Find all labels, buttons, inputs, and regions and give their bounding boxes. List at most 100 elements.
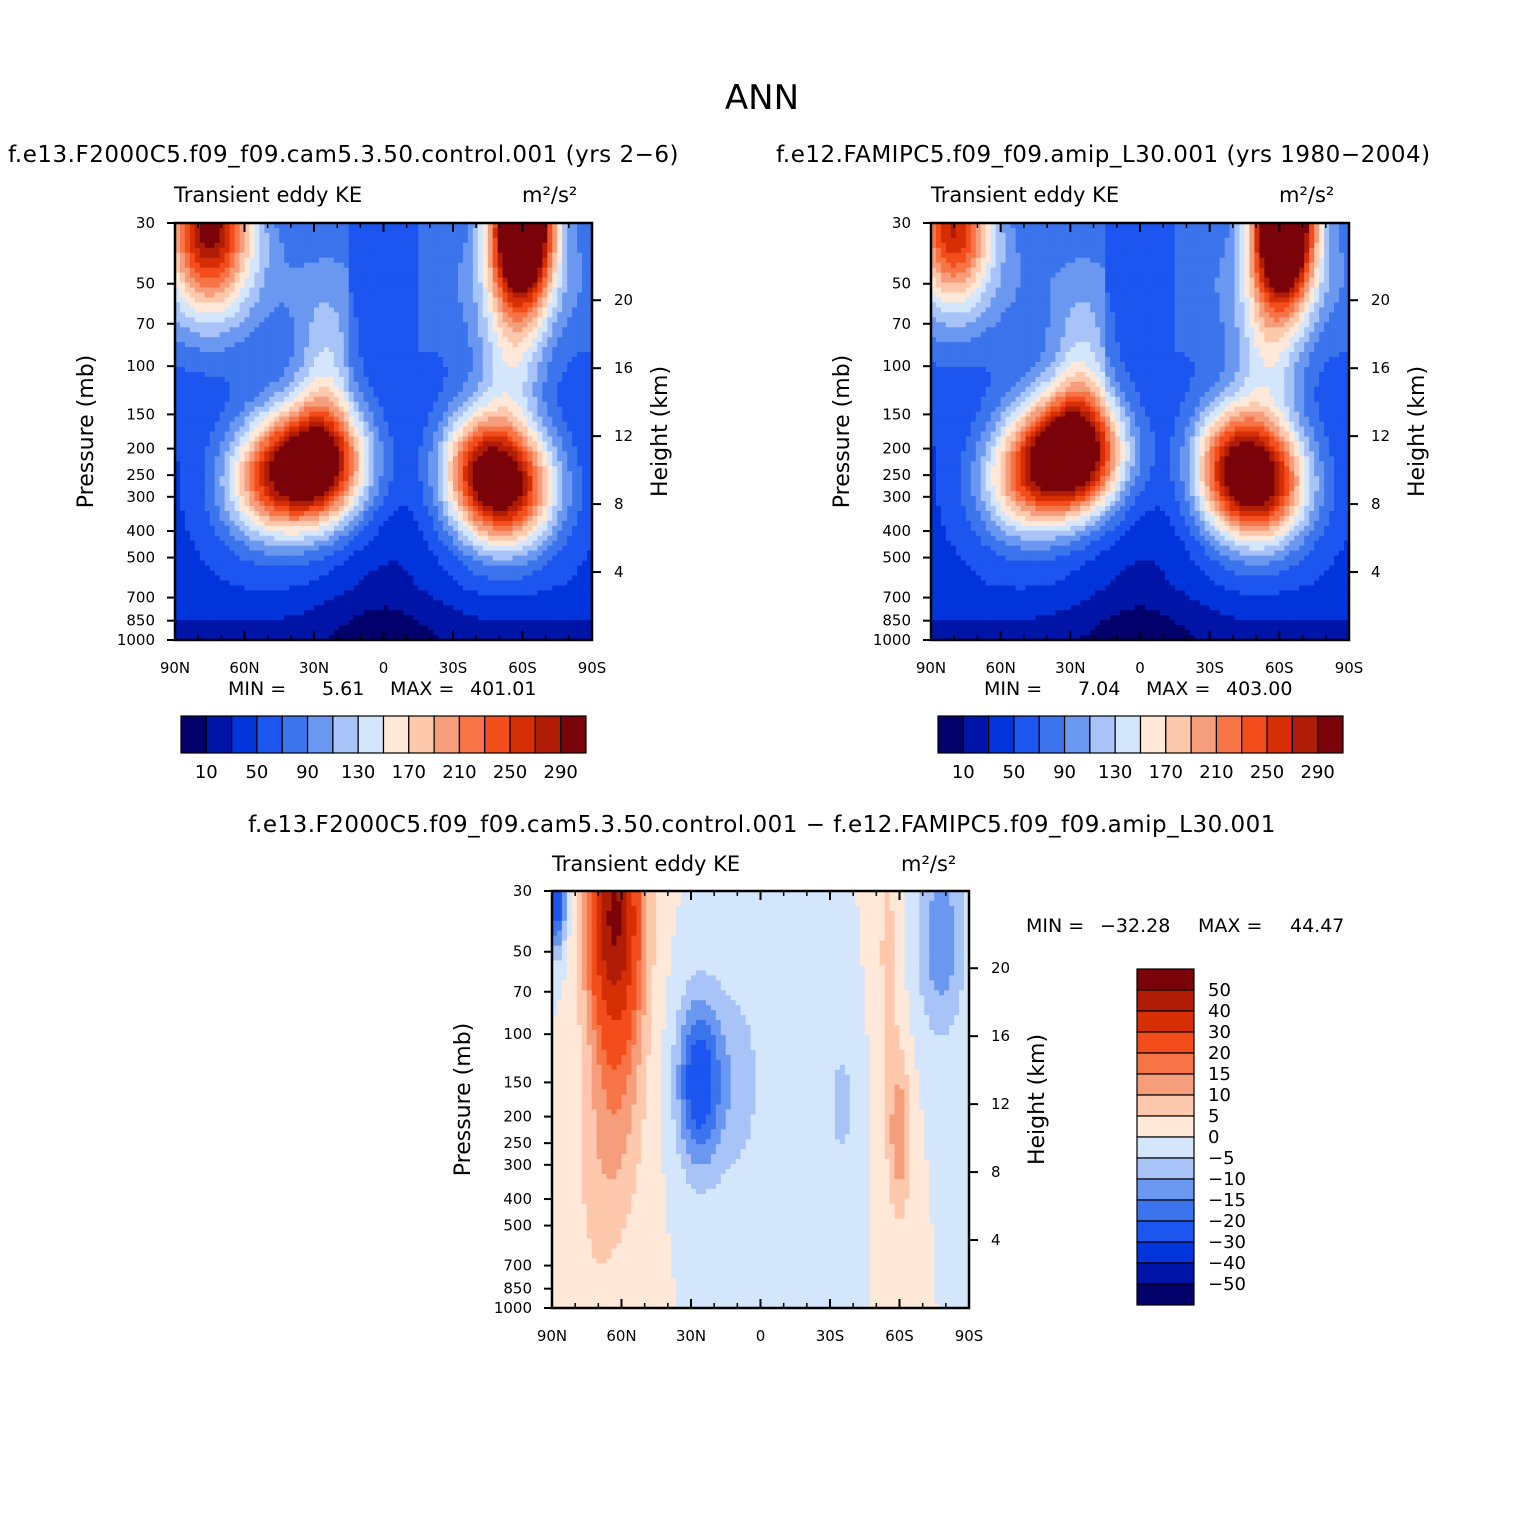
contour-cell: [457, 371, 464, 378]
contour-cell: [294, 486, 300, 492]
contour-cell: [438, 376, 444, 383]
contour-cell: [418, 610, 424, 616]
contour-cell: [175, 347, 181, 353]
contour-cell: [289, 376, 295, 383]
contour-cell: [338, 267, 345, 274]
contour-cell: [309, 371, 315, 378]
contour-cell: [358, 605, 365, 611]
contour-cell: [358, 565, 365, 572]
contour-cell: [249, 630, 256, 636]
contour-cell: [457, 625, 464, 631]
contour-cell: [423, 620, 429, 626]
contour-cell: [274, 307, 280, 313]
contour-cell: [338, 615, 345, 621]
contour-cell: [378, 302, 385, 308]
contour-cell: [428, 441, 434, 447]
contour-cell: [219, 605, 226, 611]
contour-cell: [408, 337, 414, 343]
contour-cell: [299, 510, 305, 517]
contour-cell: [175, 451, 181, 457]
contour-cell: [338, 570, 345, 577]
contour-cell: [398, 267, 404, 274]
contour-cell: [175, 396, 181, 403]
contour-cell: [175, 411, 181, 418]
contour-cell: [259, 600, 265, 606]
contour-cell: [358, 337, 365, 343]
contour-cell: [383, 242, 390, 249]
contour-cell: [175, 525, 181, 532]
contour-cell: [433, 312, 439, 318]
contour-cell: [403, 232, 409, 239]
contour-cell: [179, 272, 186, 279]
contour-cell: [443, 252, 449, 259]
contour-cell: [363, 545, 370, 552]
contour-cell: [175, 292, 181, 299]
contour-cell: [274, 401, 280, 408]
contour-cell: [269, 505, 275, 512]
contour-cell: [413, 247, 419, 254]
contour-cell: [294, 223, 300, 229]
contour-cell: [348, 525, 355, 532]
contour-cell: [199, 530, 206, 537]
contour-cell: [234, 307, 241, 313]
contour-cell: [333, 282, 340, 289]
contour-cell: [199, 232, 206, 239]
contour-cell: [264, 451, 270, 457]
contour-cell: [179, 545, 186, 552]
contour-cell: [309, 575, 315, 582]
contour-cell: [398, 381, 404, 388]
contour-cell: [333, 366, 340, 373]
contour-cell: [462, 510, 469, 517]
contour-cell: [264, 416, 270, 423]
contour-cell: [244, 386, 251, 393]
contour-cell: [368, 426, 375, 433]
contour-cell: [299, 555, 305, 562]
contour-cell: [358, 476, 365, 482]
contour-cell: [448, 600, 454, 606]
contour-cell: [304, 486, 310, 492]
contour-cell: [179, 322, 186, 328]
contour-cell: [214, 625, 221, 631]
contour-cell: [284, 590, 290, 596]
contour-cell: [279, 456, 285, 462]
contour-cell: [398, 237, 404, 244]
contour-cell: [249, 232, 256, 239]
contour-cell: [294, 431, 300, 438]
contour-cell: [438, 362, 444, 368]
contour-cell: [418, 317, 424, 323]
contour-cell: [348, 600, 355, 606]
contour-cell: [323, 426, 330, 433]
contour-cell: [309, 362, 315, 368]
contour-cell: [368, 481, 375, 487]
contour-cell: [194, 327, 201, 333]
contour-cell: [438, 426, 444, 433]
contour-cell: [462, 530, 469, 537]
contour-cell: [294, 327, 300, 333]
contour-cell: [358, 421, 365, 428]
contour-cell: [259, 605, 265, 611]
contour-cell: [199, 252, 206, 259]
contour-cell: [433, 590, 439, 596]
contour-cell: [184, 476, 191, 482]
contour-cell: [219, 505, 226, 512]
contour-cell: [448, 481, 454, 487]
contour-cell: [333, 396, 340, 403]
contour-cell: [219, 421, 226, 428]
contour-cell: [318, 630, 325, 636]
contour-cell: [328, 471, 335, 477]
contour-cell: [443, 362, 449, 368]
contour-cell: [184, 322, 191, 328]
contour-cell: [413, 510, 419, 517]
contour-cell: [234, 227, 241, 234]
contour-cell: [457, 605, 464, 611]
contour-cell: [453, 565, 459, 572]
contour-cell: [274, 481, 280, 487]
contour-cell: [423, 337, 429, 343]
contour-cell: [453, 371, 459, 378]
contour-cell: [423, 342, 429, 348]
contour-cell: [333, 277, 340, 284]
contour-cell: [249, 610, 256, 616]
contour-cell: [244, 436, 251, 443]
contour-cell: [457, 491, 464, 497]
contour-cell: [294, 411, 300, 418]
